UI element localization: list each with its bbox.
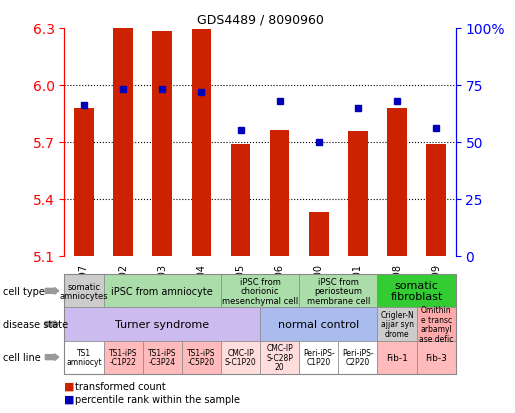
Text: CMC-IP
S-C1P20: CMC-IP S-C1P20 (225, 348, 256, 367)
Text: ■: ■ (64, 381, 75, 391)
Bar (309, 213, 329, 256)
Bar (348, 132, 368, 256)
Text: Peri-iPS-
C2P20: Peri-iPS- C2P20 (342, 348, 374, 367)
Text: somatic
amniocytes: somatic amniocytes (60, 282, 108, 301)
Text: iPSC from amniocyte: iPSC from amniocyte (111, 286, 213, 296)
Text: cell type: cell type (3, 286, 44, 296)
Text: somatic
fibroblast: somatic fibroblast (390, 281, 443, 301)
Bar (387, 108, 407, 256)
Text: iPSC from
chorionic
mesenchymal cell: iPSC from chorionic mesenchymal cell (222, 277, 298, 305)
Text: Turner syndrome: Turner syndrome (115, 319, 209, 329)
Title: GDS4489 / 8090960: GDS4489 / 8090960 (197, 13, 323, 26)
Text: percentile rank within the sample: percentile rank within the sample (75, 394, 239, 404)
Text: ■: ■ (64, 394, 75, 404)
Text: disease state: disease state (3, 319, 67, 329)
Text: cell line: cell line (3, 352, 40, 362)
Bar (426, 145, 446, 256)
Text: transformed count: transformed count (75, 381, 165, 391)
Text: normal control: normal control (278, 319, 359, 329)
Text: TS1-iPS
-C1P22: TS1-iPS -C1P22 (109, 348, 138, 367)
Text: Peri-iPS-
C1P20: Peri-iPS- C1P20 (303, 348, 335, 367)
Text: Crigler-N
ajjar syn
drome: Crigler-N ajjar syn drome (380, 310, 414, 338)
Bar (113, 29, 133, 256)
Text: TS1-iPS
-C3P24: TS1-iPS -C3P24 (148, 348, 177, 367)
Text: TS1-iPS
-C5P20: TS1-iPS -C5P20 (187, 348, 216, 367)
Text: CMC-IP
S-C28P
20: CMC-IP S-C28P 20 (266, 343, 293, 371)
Text: Fib-3: Fib-3 (425, 353, 447, 362)
Text: Omithin
e transc
arbamyl
ase defic: Omithin e transc arbamyl ase defic (419, 305, 453, 343)
Bar (74, 108, 94, 256)
Bar (231, 145, 250, 256)
Bar (152, 32, 172, 256)
Bar (270, 131, 289, 256)
Text: Fib-1: Fib-1 (386, 353, 408, 362)
Text: iPSC from
periosteum
membrane cell: iPSC from periosteum membrane cell (306, 277, 370, 305)
Bar (192, 30, 211, 256)
Text: TS1
amniocyt: TS1 amniocyt (66, 348, 102, 367)
